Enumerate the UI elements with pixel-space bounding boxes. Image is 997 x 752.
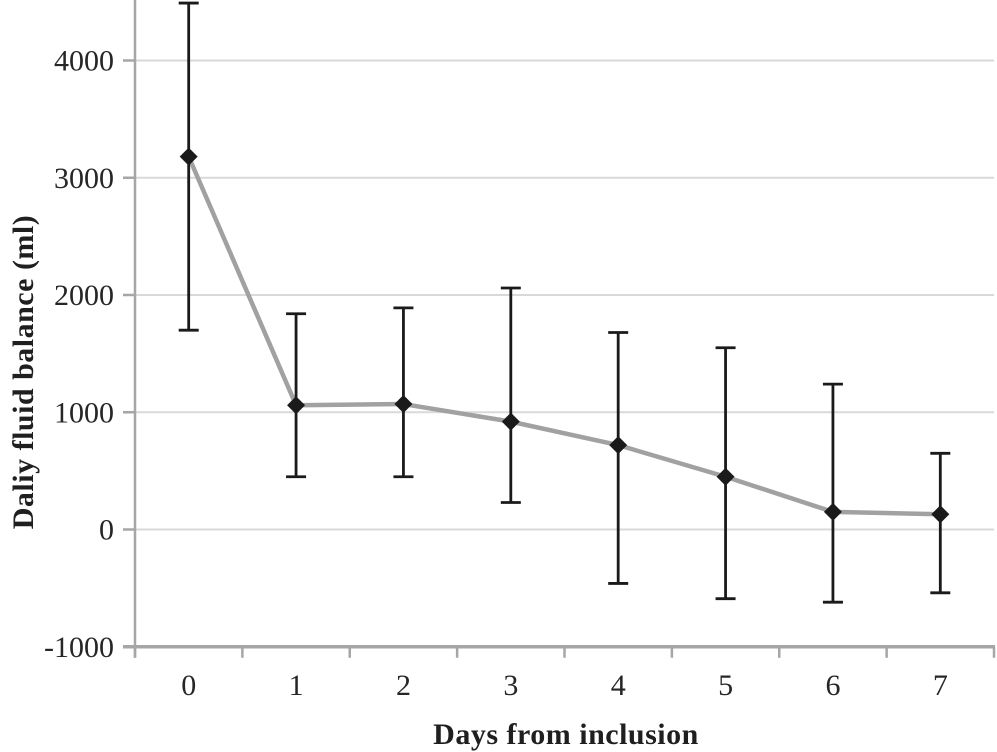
x-tick-label: 6	[825, 669, 840, 702]
error-bar	[822, 382, 843, 604]
y-axis-title: Daliy fluid balance (ml)	[7, 214, 40, 530]
y-tick-label: 1000	[54, 396, 114, 429]
error-bar	[500, 286, 521, 504]
error-bars	[178, 1, 951, 604]
x-tick-label: 3	[503, 669, 518, 702]
error-bar	[608, 331, 629, 585]
data-points	[179, 147, 950, 524]
axes	[123, 0, 995, 658]
x-tick-label: 5	[718, 669, 733, 702]
y-tick-label: 0	[99, 514, 114, 547]
x-tick-label: 2	[396, 669, 411, 702]
x-ticks: 0 1 2 3 4 5 6 7	[133, 646, 996, 702]
data-point-marker	[931, 505, 950, 524]
series-line	[186, 154, 943, 517]
data-point-marker	[823, 502, 842, 521]
data-point-marker	[501, 412, 520, 431]
y-tick-label: -1000	[44, 631, 114, 664]
gridlines	[135, 59, 994, 531]
x-tick-label: 7	[933, 669, 948, 702]
x-tick-label: 1	[289, 669, 304, 702]
data-point-marker	[716, 467, 735, 486]
x-tick-label: 4	[611, 669, 626, 702]
data-point-marker	[609, 436, 628, 455]
x-axis-title: Days from inclusion	[433, 718, 699, 751]
error-bar	[178, 1, 199, 332]
y-tick-label: 2000	[54, 279, 114, 312]
error-bar	[393, 306, 414, 479]
error-bar	[286, 312, 307, 479]
y-ticks: -1000 0 1000 2000 3000 4000	[44, 45, 136, 664]
data-point-marker	[287, 396, 306, 415]
y-tick-label: 3000	[54, 162, 114, 195]
y-tick-label: 4000	[54, 45, 114, 78]
data-point-marker	[394, 395, 413, 414]
x-tick-label: 0	[181, 669, 196, 702]
data-point-marker	[179, 147, 198, 166]
